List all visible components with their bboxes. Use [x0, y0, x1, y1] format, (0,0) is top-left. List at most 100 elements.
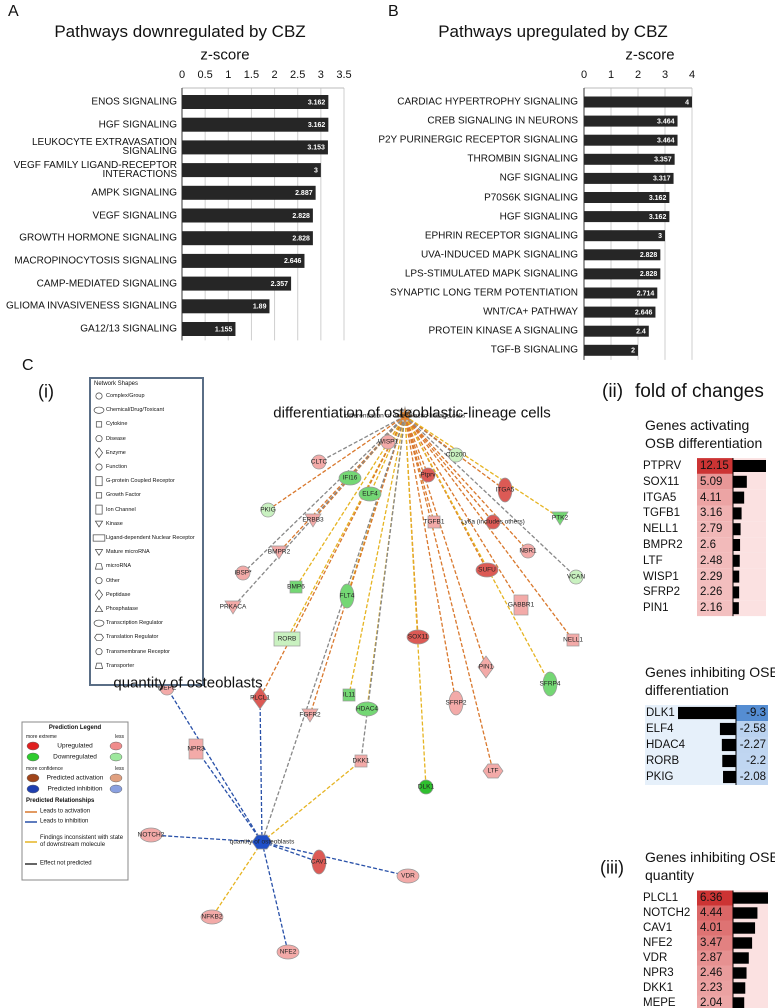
edge [404, 415, 529, 552]
fold-bar [678, 706, 736, 720]
x-tick-label: 2 [634, 69, 642, 81]
x-tick-label: 1 [225, 69, 232, 81]
node-shape [380, 434, 396, 450]
node-shape [497, 477, 513, 503]
node-label: BMPR2 [268, 549, 291, 556]
node-label: NBR1 [519, 548, 537, 555]
value-cell [697, 950, 733, 966]
category-label: PROTEIN KINASE A SIGNALING [428, 325, 579, 337]
fold-bar [733, 570, 740, 583]
legend-icon [92, 534, 106, 542]
node-shape [482, 763, 504, 779]
node-label: TGFB1 [424, 519, 445, 526]
legend-item: Function [106, 464, 128, 470]
table-title: Genes activating OSB differentiation [645, 417, 763, 451]
node-label: FLT4 [340, 593, 355, 600]
node-shape [260, 502, 276, 518]
bar-area [733, 537, 766, 553]
gene-label: NPR3 [643, 967, 674, 979]
legend-swatch [26, 741, 40, 751]
node-shape [342, 688, 356, 702]
category-label: VEGF SIGNALING [92, 210, 177, 221]
fold-bar [722, 754, 736, 768]
legend-item: Complex/Group [106, 393, 145, 399]
edge [261, 415, 406, 843]
value-label: 12.15 [700, 460, 729, 472]
legend-swatch [109, 773, 123, 783]
value-label: 4.01 [700, 922, 723, 934]
x-tick-label: 0 [178, 69, 186, 81]
gene-label: SFRP2 [643, 586, 681, 599]
gene-label: PKIG [646, 771, 674, 783]
legend-item: Phosphatase [106, 606, 139, 612]
legend-item: Kinase [106, 520, 123, 527]
legend-icon [95, 476, 103, 487]
node-label: NPR3 [187, 746, 205, 753]
legend-item: Peptidase [106, 591, 131, 598]
data-label: 2.646 [635, 309, 653, 316]
gene-label: NOTCH2 [643, 907, 691, 919]
bar [584, 325, 649, 337]
category-label: LEUKOCYTE EXTRAVASATION SIGNALING [31, 137, 177, 158]
data-label: 4 [685, 99, 689, 106]
value-label: 3.16 [700, 507, 723, 520]
node-label: WISP1 [378, 439, 399, 446]
node-label: SFRP2 [446, 700, 467, 707]
gene-label: CAV1 [643, 922, 673, 934]
node-shape [339, 583, 355, 609]
bar [182, 185, 316, 200]
node-shape [301, 708, 319, 723]
bar [182, 163, 321, 178]
gene-label: PLCL1 [643, 892, 679, 904]
category-label: MACROPINOCYTOSIS SIGNALING [14, 255, 177, 267]
legend-item: Predicted activation [46, 774, 104, 782]
node-shape [542, 671, 558, 697]
network-title: differentiation of osteoblastic-lineage … [273, 404, 551, 422]
section-title: fold of changes [635, 381, 764, 402]
legend-note: less [115, 766, 124, 772]
legend-note: less [115, 734, 124, 740]
legend-icon [95, 435, 103, 443]
edge [404, 415, 577, 578]
gene-label: PTPRV [643, 460, 682, 472]
gene-label: SOX11 [643, 475, 680, 488]
node-label: HDAC4 [356, 706, 378, 713]
legend-icon [94, 447, 104, 459]
legend-item: Mature microRNA [106, 549, 150, 556]
bar [584, 287, 658, 299]
node-label: CD200 [446, 452, 467, 459]
edge [404, 415, 457, 704]
node-shape [139, 827, 163, 843]
x-tick-label: 0 [580, 69, 588, 81]
data-label: 3.317 [653, 176, 671, 183]
node-label: SFRP4 [540, 681, 561, 688]
edge [404, 415, 427, 788]
bar [182, 117, 329, 132]
node-shape [289, 580, 303, 594]
category-label: CREB SIGNALING IN NEURONS [427, 115, 578, 127]
value-cell [697, 920, 733, 936]
value-cell [697, 890, 733, 906]
data-label: 3.162 [649, 195, 667, 202]
legend-icon [95, 463, 103, 471]
node-shape [551, 511, 569, 526]
value-label: -2.08 [739, 771, 766, 783]
data-label: 2.4 [636, 329, 646, 336]
edge [348, 415, 406, 696]
category-label: CAMP-MEDIATED SIGNALING [36, 278, 177, 290]
legend-item: Upregulated [57, 742, 93, 750]
fold-bar [733, 952, 749, 964]
legend-icon [94, 589, 104, 601]
table-title: Genes inhibiting OSB quantity [645, 849, 775, 883]
gene-label: TGFB1 [643, 507, 681, 520]
gene-label: WISP1 [643, 570, 679, 583]
node-shape [276, 944, 300, 960]
node-label: FGFR2 [299, 712, 321, 719]
legend-icon [94, 605, 104, 613]
edge [211, 841, 263, 918]
value-label: 2.29 [700, 570, 723, 583]
data-label: 2 [631, 348, 635, 355]
axis-title: z-score [200, 46, 250, 64]
edge [318, 415, 406, 463]
value-label: 5.09 [700, 475, 723, 488]
